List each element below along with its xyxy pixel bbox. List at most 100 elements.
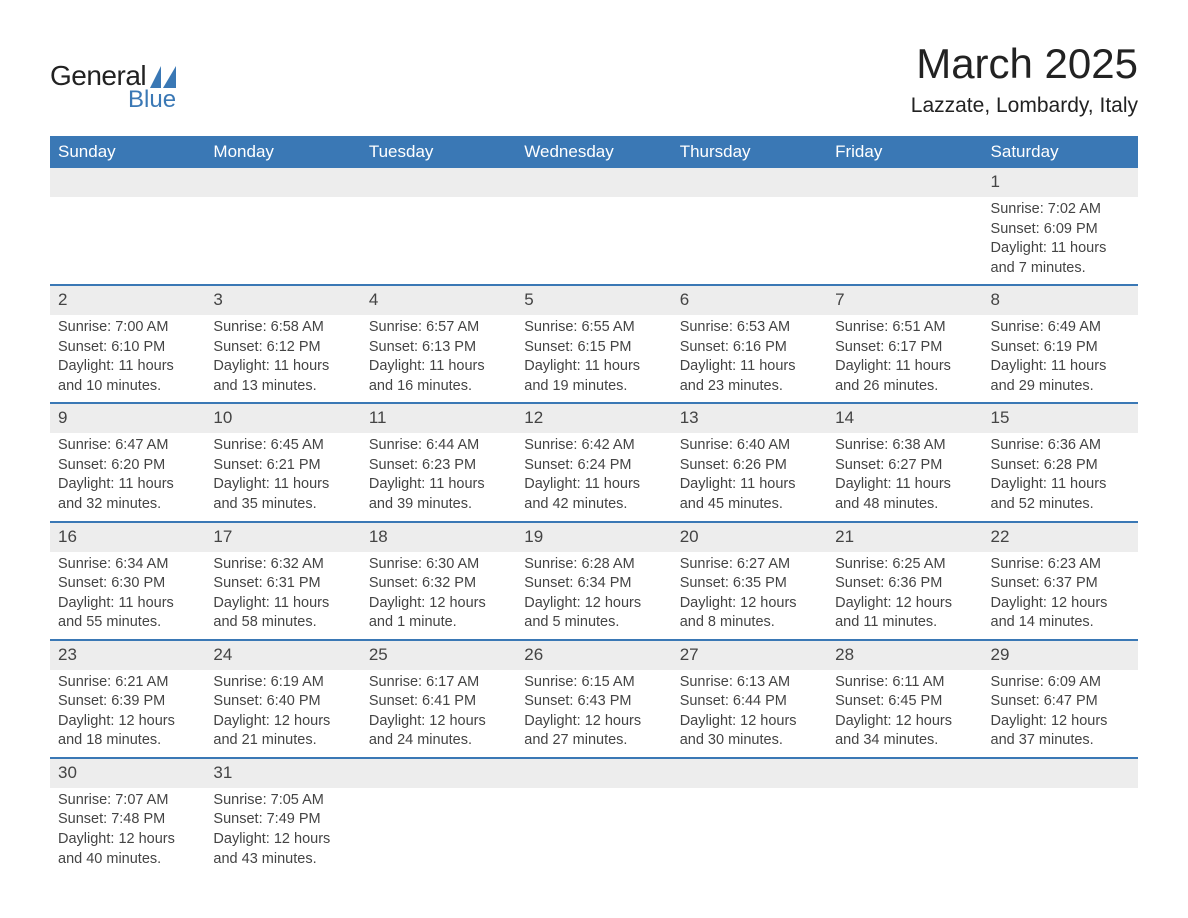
day-number-cell: 25: [361, 640, 516, 670]
day-daylight2: and 34 minutes.: [835, 731, 974, 751]
day-daylight1: Daylight: 11 hours: [680, 357, 819, 377]
day-number-cell: 28: [827, 640, 982, 670]
day-sunset: Sunset: 6:09 PM: [991, 220, 1130, 240]
day-sunset: Sunset: 6:32 PM: [369, 574, 508, 594]
day-number-cell: [672, 168, 827, 197]
day-info-cell: [50, 197, 205, 285]
day-daylight1: Daylight: 11 hours: [835, 357, 974, 377]
day-info-cell: [827, 197, 982, 285]
day-sunrise: Sunrise: 6:21 AM: [58, 673, 197, 693]
day-number-cell: 9: [50, 403, 205, 433]
day-number-cell: 18: [361, 522, 516, 552]
info-row: Sunrise: 6:34 AMSunset: 6:30 PMDaylight:…: [50, 552, 1138, 640]
day-daylight2: and 23 minutes.: [680, 377, 819, 397]
day-number-cell: [827, 168, 982, 197]
day-info-cell: Sunrise: 6:17 AMSunset: 6:41 PMDaylight:…: [361, 670, 516, 758]
day-daylight2: and 27 minutes.: [524, 731, 663, 751]
day-info-cell: Sunrise: 7:02 AMSunset: 6:09 PMDaylight:…: [983, 197, 1138, 285]
weekday-header-row: Sunday Monday Tuesday Wednesday Thursday…: [50, 136, 1138, 168]
day-daylight2: and 21 minutes.: [213, 731, 352, 751]
day-number-cell: 29: [983, 640, 1138, 670]
day-daylight1: Daylight: 11 hours: [58, 594, 197, 614]
day-number-cell: 6: [672, 285, 827, 315]
day-number-cell: 11: [361, 403, 516, 433]
day-number-cell: [516, 168, 671, 197]
day-info-cell: [205, 197, 360, 285]
day-daylight1: Daylight: 11 hours: [991, 239, 1130, 259]
day-daylight2: and 18 minutes.: [58, 731, 197, 751]
day-daylight1: Daylight: 12 hours: [680, 594, 819, 614]
daynum-row: 3031: [50, 758, 1138, 788]
day-number-cell: 22: [983, 522, 1138, 552]
day-sunrise: Sunrise: 6:17 AM: [369, 673, 508, 693]
weekday-saturday: Saturday: [983, 136, 1138, 168]
day-daylight2: and 29 minutes.: [991, 377, 1130, 397]
day-sunrise: Sunrise: 6:27 AM: [680, 555, 819, 575]
day-info-cell: Sunrise: 6:19 AMSunset: 6:40 PMDaylight:…: [205, 670, 360, 758]
day-daylight2: and 8 minutes.: [680, 613, 819, 633]
day-info-cell: [361, 788, 516, 875]
day-sunset: Sunset: 6:31 PM: [213, 574, 352, 594]
day-sunset: Sunset: 6:35 PM: [680, 574, 819, 594]
day-number-cell: 12: [516, 403, 671, 433]
day-sunset: Sunset: 6:19 PM: [991, 338, 1130, 358]
logo-text-blue: Blue: [128, 86, 176, 114]
day-daylight1: Daylight: 11 hours: [58, 357, 197, 377]
day-sunrise: Sunrise: 6:42 AM: [524, 436, 663, 456]
day-daylight2: and 24 minutes.: [369, 731, 508, 751]
day-number-cell: [361, 168, 516, 197]
day-daylight1: Daylight: 11 hours: [58, 475, 197, 495]
day-sunset: Sunset: 6:47 PM: [991, 692, 1130, 712]
day-number-cell: 3: [205, 285, 360, 315]
weekday-sunday: Sunday: [50, 136, 205, 168]
day-daylight2: and 52 minutes.: [991, 495, 1130, 515]
day-sunrise: Sunrise: 6:19 AM: [213, 673, 352, 693]
day-daylight1: Daylight: 12 hours: [524, 712, 663, 732]
daynum-row: 16171819202122: [50, 522, 1138, 552]
info-row: Sunrise: 7:07 AMSunset: 7:48 PMDaylight:…: [50, 788, 1138, 875]
day-sunset: Sunset: 6:37 PM: [991, 574, 1130, 594]
day-daylight1: Daylight: 11 hours: [524, 357, 663, 377]
day-daylight2: and 39 minutes.: [369, 495, 508, 515]
daynum-row: 2345678: [50, 285, 1138, 315]
day-sunset: Sunset: 6:36 PM: [835, 574, 974, 594]
day-daylight2: and 14 minutes.: [991, 613, 1130, 633]
day-sunset: Sunset: 6:23 PM: [369, 456, 508, 476]
info-row: Sunrise: 7:00 AMSunset: 6:10 PMDaylight:…: [50, 315, 1138, 403]
day-number-cell: [827, 758, 982, 788]
day-sunrise: Sunrise: 6:44 AM: [369, 436, 508, 456]
weekday-monday: Monday: [205, 136, 360, 168]
day-daylight2: and 55 minutes.: [58, 613, 197, 633]
day-sunset: Sunset: 6:40 PM: [213, 692, 352, 712]
day-number-cell: [50, 168, 205, 197]
day-number-cell: 21: [827, 522, 982, 552]
weekday-tuesday: Tuesday: [361, 136, 516, 168]
day-sunrise: Sunrise: 6:55 AM: [524, 318, 663, 338]
day-daylight1: Daylight: 12 hours: [991, 594, 1130, 614]
day-number-cell: 16: [50, 522, 205, 552]
day-info-cell: Sunrise: 6:15 AMSunset: 6:43 PMDaylight:…: [516, 670, 671, 758]
day-daylight1: Daylight: 12 hours: [369, 594, 508, 614]
day-sunset: Sunset: 6:21 PM: [213, 456, 352, 476]
day-sunset: Sunset: 6:24 PM: [524, 456, 663, 476]
day-daylight1: Daylight: 11 hours: [369, 475, 508, 495]
day-sunset: Sunset: 6:20 PM: [58, 456, 197, 476]
day-daylight2: and 48 minutes.: [835, 495, 974, 515]
day-sunrise: Sunrise: 6:57 AM: [369, 318, 508, 338]
month-title: March 2025: [911, 40, 1138, 88]
weekday-wednesday: Wednesday: [516, 136, 671, 168]
day-number-cell: 15: [983, 403, 1138, 433]
day-info-cell: Sunrise: 6:40 AMSunset: 6:26 PMDaylight:…: [672, 433, 827, 521]
day-sunrise: Sunrise: 6:09 AM: [991, 673, 1130, 693]
day-number-cell: [205, 168, 360, 197]
info-row: Sunrise: 6:47 AMSunset: 6:20 PMDaylight:…: [50, 433, 1138, 521]
day-number-cell: 14: [827, 403, 982, 433]
daynum-row: 9101112131415: [50, 403, 1138, 433]
day-sunrise: Sunrise: 6:23 AM: [991, 555, 1130, 575]
day-info-cell: [983, 788, 1138, 875]
weekday-friday: Friday: [827, 136, 982, 168]
day-sunrise: Sunrise: 6:38 AM: [835, 436, 974, 456]
day-info-cell: [672, 197, 827, 285]
day-daylight1: Daylight: 11 hours: [524, 475, 663, 495]
day-sunset: Sunset: 6:28 PM: [991, 456, 1130, 476]
